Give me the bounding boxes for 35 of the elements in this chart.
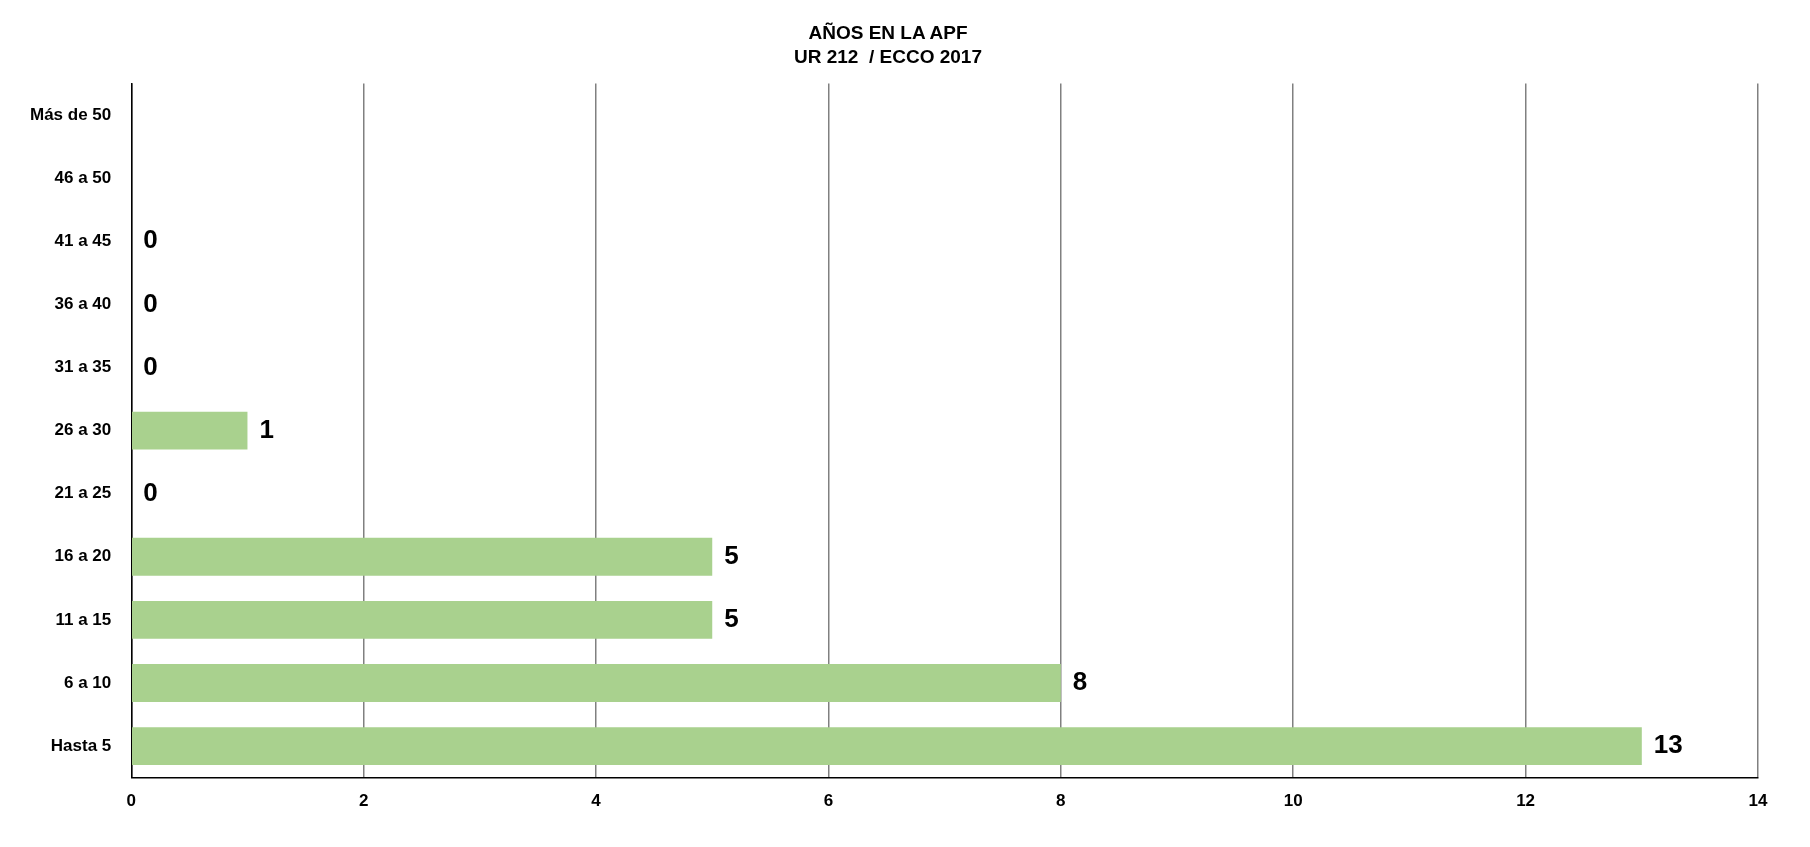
y-tick-label: 11 a 15 [55,609,112,629]
y-tick-label: 46 a 50 [54,167,112,187]
data-label: 5 [724,539,739,570]
bar [132,664,1061,702]
x-tick-label: 10 [1283,791,1303,811]
chart-subtitle: UR 212 / ECCO 2017 [794,46,982,68]
data-label: 0 [143,476,158,507]
x-tick-label: 4 [591,791,602,811]
y-tick-label: 16 a 20 [54,546,112,566]
bar [132,727,1642,765]
y-tick-label: 31 a 35 [54,357,112,377]
x-tick-label: 6 [823,791,834,811]
bar [132,600,713,639]
data-label: 13 [1653,729,1683,760]
x-tick-label: 12 [1516,791,1536,811]
y-tick-label: 41 a 45 [54,231,112,251]
y-tick-label: 6 a 10 [64,672,112,692]
chart-title: AÑOS EN LA APF [808,21,968,43]
bar [132,411,248,450]
data-label: 5 [724,603,739,634]
bar [132,537,713,576]
x-tick-label: 2 [358,791,369,811]
y-tick-label: 26 a 30 [54,420,112,440]
data-label: 1 [259,413,274,444]
x-tick-label: 8 [1056,791,1066,811]
data-label: 8 [1072,666,1088,697]
y-tick-label: 21 a 25 [54,483,112,503]
y-tick-label: 36 a 40 [54,294,112,314]
y-tick-label: Hasta 5 [50,735,112,755]
x-tick-label: 0 [126,791,136,811]
y-tick-label: Más de 50 [30,104,112,124]
data-label: 0 [143,350,158,381]
data-label: 0 [143,224,158,255]
data-label: 0 [143,287,158,318]
x-tick-label: 14 [1748,791,1768,811]
